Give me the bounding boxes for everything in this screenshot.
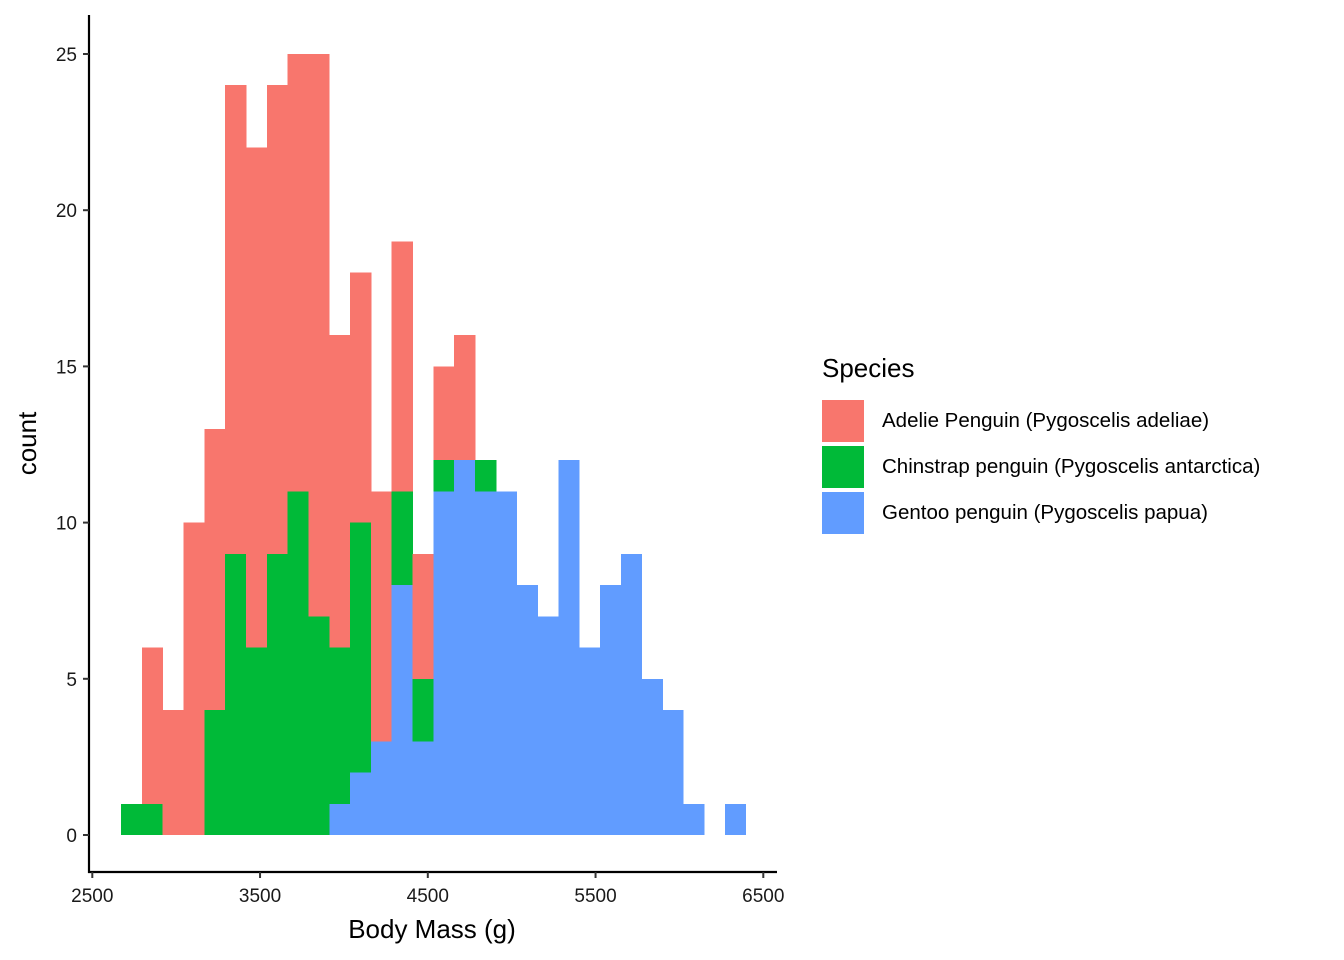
bar-chinstrap-bin-14 [391, 491, 413, 586]
bar-adelie-bin-2 [141, 647, 163, 804]
legend-item-gentoo: Gentoo penguin (Pygoscelis papua) [822, 490, 1260, 536]
bar-adelie-bin-11 [329, 335, 351, 648]
bar-gentoo-bin-26 [641, 678, 663, 835]
legend-key-gentoo [822, 492, 864, 534]
legend-key-adelie [822, 400, 864, 442]
bar-gentoo-bin-30 [724, 803, 747, 835]
bar-chinstrap-bin-6 [225, 553, 247, 835]
bar-gentoo-bin-12 [350, 772, 372, 835]
bar-adelie-bin-10 [308, 54, 330, 617]
bar-chinstrap-bin-1 [120, 803, 143, 835]
bar-gentoo-bin-28 [683, 803, 705, 835]
x-tick-label: 5500 [574, 886, 616, 907]
legend: Species Adelie Penguin (Pygoscelis adeli… [822, 352, 1260, 536]
bar-adelie-bin-16 [433, 366, 455, 461]
legend-label-adelie: Adelie Penguin (Pygoscelis adeliae) [882, 409, 1210, 432]
y-tick-label: 15 [56, 357, 77, 378]
bar-chinstrap-bin-16 [433, 460, 455, 492]
bar-chinstrap-bin-18 [475, 460, 497, 492]
x-tick-label: 3500 [239, 886, 281, 907]
bar-gentoo-bin-15 [412, 741, 434, 835]
bar-adelie-bin-7 [245, 147, 268, 648]
x-ticks: 2500 3500 4500 5500 6500 [71, 872, 784, 907]
legend-item-chinstrap: Chinstrap penguin (Pygoscelis antarctica… [822, 444, 1260, 490]
bar-adelie-bin-14 [391, 241, 413, 492]
bar-adelie-bin-8 [266, 85, 288, 554]
bar-gentoo-bin-16 [433, 491, 455, 835]
y-tick-label: 10 [56, 514, 77, 535]
legend-key-chinstrap [822, 446, 864, 488]
x-tick-label: 2500 [71, 886, 113, 907]
x-tick-label: 4500 [407, 886, 449, 907]
y-tick-label: 5 [66, 670, 77, 691]
bar-chinstrap-bin-11 [329, 647, 351, 804]
bar-adelie-bin-4 [183, 522, 205, 835]
x-tick-label: 6500 [742, 886, 784, 907]
bar-adelie-bin-12 [350, 272, 372, 523]
legend-label-chinstrap: Chinstrap penguin (Pygoscelis antarctica… [882, 455, 1261, 478]
y-tick-label: 0 [66, 826, 77, 847]
bar-adelie-bin-5 [204, 428, 226, 711]
x-axis-title: Body Mass (g) [348, 914, 516, 944]
bar-chinstrap-bin-8 [266, 553, 288, 835]
y-tick-label: 20 [56, 201, 77, 222]
bar-chinstrap-bin-5 [204, 710, 226, 835]
bar-adelie-bin-6 [225, 85, 247, 554]
bar-gentoo-bin-22 [558, 460, 580, 835]
y-tick-label: 25 [56, 45, 77, 66]
bar-gentoo-bin-21 [537, 616, 559, 835]
bar-gentoo-bin-11 [329, 803, 351, 835]
bar-adelie-bin-9 [287, 54, 309, 492]
bar-chinstrap-bin-12 [350, 522, 372, 773]
bars-layer [120, 54, 747, 835]
axes: 0 5 10 15 20 25 2500 3500 4500 5500 6500 [56, 15, 784, 907]
bar-gentoo-bin-13 [370, 741, 393, 835]
bar-gentoo-bin-23 [579, 647, 601, 835]
y-ticks: 0 5 10 15 20 25 [56, 45, 89, 847]
bar-chinstrap-bin-7 [245, 647, 268, 835]
y-axis-title: count [12, 411, 42, 475]
bar-adelie-bin-13 [370, 491, 393, 742]
bar-chinstrap-bin-2 [141, 803, 163, 835]
bar-chinstrap-bin-10 [308, 616, 330, 835]
bar-adelie-bin-15 [412, 553, 434, 679]
legend-title: Species [822, 353, 915, 383]
legend-item-adelie: Adelie Penguin (Pygoscelis adeliae) [822, 398, 1260, 444]
bar-adelie-bin-17 [454, 335, 476, 461]
bar-gentoo-bin-20 [516, 585, 538, 835]
bar-chinstrap-bin-9 [287, 491, 309, 835]
bar-gentoo-bin-14 [391, 585, 413, 835]
bar-adelie-bin-3 [162, 710, 184, 835]
bar-gentoo-bin-17 [454, 460, 476, 835]
legend-label-gentoo: Gentoo penguin (Pygoscelis papua) [882, 501, 1208, 524]
bar-gentoo-bin-24 [599, 585, 622, 835]
bar-gentoo-bin-19 [495, 491, 518, 835]
bar-chinstrap-bin-15 [412, 678, 434, 742]
bar-gentoo-bin-27 [662, 710, 684, 835]
bar-gentoo-bin-18 [475, 491, 497, 835]
bar-gentoo-bin-25 [620, 553, 643, 835]
